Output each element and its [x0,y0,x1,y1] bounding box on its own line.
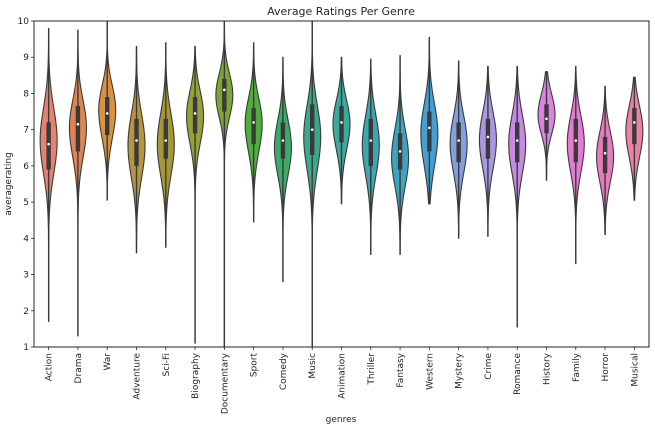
violins [39,20,644,348]
violin-iqr-box [602,136,608,174]
x-axis-label: genres [326,415,357,425]
y-axis-label: averagerating [4,152,14,216]
x-tick-label: Musical [630,353,640,387]
x-tick-label: Crime [484,353,494,380]
x-tick-label: Western [425,353,435,390]
x-tick-label: Fantasy [396,352,406,387]
violin-median [574,139,578,142]
x-tick-label: Romance [513,353,523,395]
violin-iqr-box [485,118,491,159]
plot-frame [33,20,650,348]
x-tick-label: Music [308,353,318,379]
violin-median [252,121,255,124]
y-tick-label: 6 [23,162,29,172]
x-tick-label: Drama [74,353,84,383]
violin-median [428,126,431,130]
violin-iqr-box [368,118,373,166]
x-tick-label: Documentary [220,352,230,414]
violin-median [310,128,314,131]
x-tick-label: Sport [250,353,260,378]
violin-median [369,139,373,142]
violin-median [105,112,109,115]
violin-iqr-box [192,97,198,134]
violin-iqr-box [515,122,520,163]
violin-iqr-box [427,111,432,152]
y-tick-label: 10 [18,17,30,27]
x-tick-label: Thriller [367,353,377,386]
violin-median [223,88,226,92]
violin-iqr-box [75,106,81,152]
violin-iqr-box [105,97,110,136]
violin-median [457,139,460,142]
violin-median [76,122,80,126]
violin-median [135,139,138,142]
violin-median [281,139,285,142]
violin-median [603,151,607,155]
y-axis: 1 2 3 4 5 6 7 8 9 10 [18,17,34,353]
violin-median [164,139,168,142]
y-tick-label: 3 [23,271,29,281]
y-tick-label: 7 [23,126,29,136]
violin-median [193,112,197,115]
x-tick-label: Family [572,352,582,382]
y-tick-label: 2 [23,307,29,317]
violin-iqr-box [339,106,344,143]
violin-median [340,121,343,124]
y-tick-label: 1 [23,343,29,353]
x-tick-label: Adventure [133,353,143,400]
violin-iqr-box [46,122,51,170]
violin-median [398,150,402,153]
violin-iqr-box [251,107,256,145]
y-tick-label: 9 [23,53,29,63]
y-tick-label: 5 [23,198,29,208]
violin-median [545,117,548,121]
x-tick-label: History [543,352,553,385]
violin-median [633,121,636,124]
x-tick-label: War [103,353,113,371]
violin-median [515,139,519,142]
violin-iqr-box [456,122,461,163]
x-tick-label: Animation [338,353,348,399]
violin-median [486,135,490,139]
x-tick-label: Horror [601,353,611,382]
x-tick-label: Sci-Fi [162,353,172,376]
x-tick-label: Comedy [279,352,289,390]
chart-title: Average Ratings Per Genre [267,5,415,18]
violin-median [47,142,50,146]
violin-iqr-box [134,118,139,166]
x-axis: Action Drama War Adventure Sci-Fi Biography Do… [45,347,640,414]
violin-iqr-box [632,107,637,145]
x-tick-label: Biography [191,352,201,399]
y-tick-label: 8 [23,89,29,99]
x-tick-label: Mystery [455,352,465,389]
x-tick-label: Action [45,353,55,381]
violin-iqr-box [163,118,168,159]
violin-iqr-box [222,78,227,112]
y-tick-label: 4 [23,234,29,244]
